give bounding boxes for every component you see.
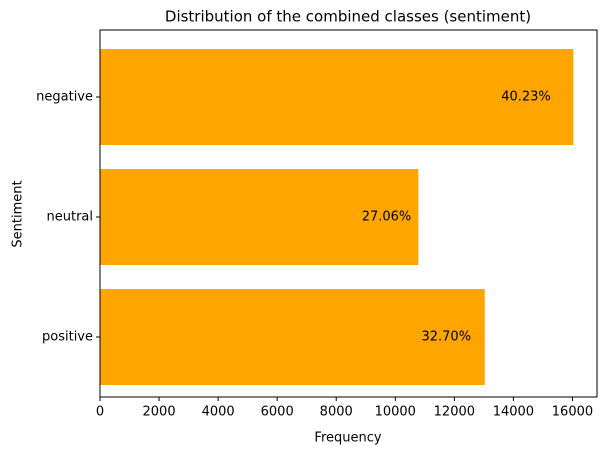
bar-label: 27.06% [362,210,412,225]
x-tick-label: 4000 [202,405,235,420]
x-tick-label: 2000 [143,405,176,420]
y-tick-label: positive [42,330,93,345]
x-tick-label: 10000 [375,405,416,420]
axes-frame [99,29,598,398]
x-tick-label: 0 [96,405,104,420]
bar [100,49,574,145]
y-tick-label: negative [36,90,93,105]
x-tick-label: 12000 [434,405,475,420]
chart-title: Distribution of the combined classes (se… [165,8,531,26]
x-tick-label: 6000 [261,405,294,420]
x-axis-label: Frequency [314,431,381,446]
bar [100,169,419,265]
y-axis-label: Sentiment [11,180,26,247]
bar-label: 40.23% [501,90,551,105]
x-tick-label: 8000 [320,405,353,420]
bar-label: 32.70% [421,330,471,345]
bar [100,289,485,385]
x-tick-label: 16000 [552,405,593,420]
y-tick-label: neutral [47,210,94,225]
x-tick-label: 14000 [493,405,534,420]
